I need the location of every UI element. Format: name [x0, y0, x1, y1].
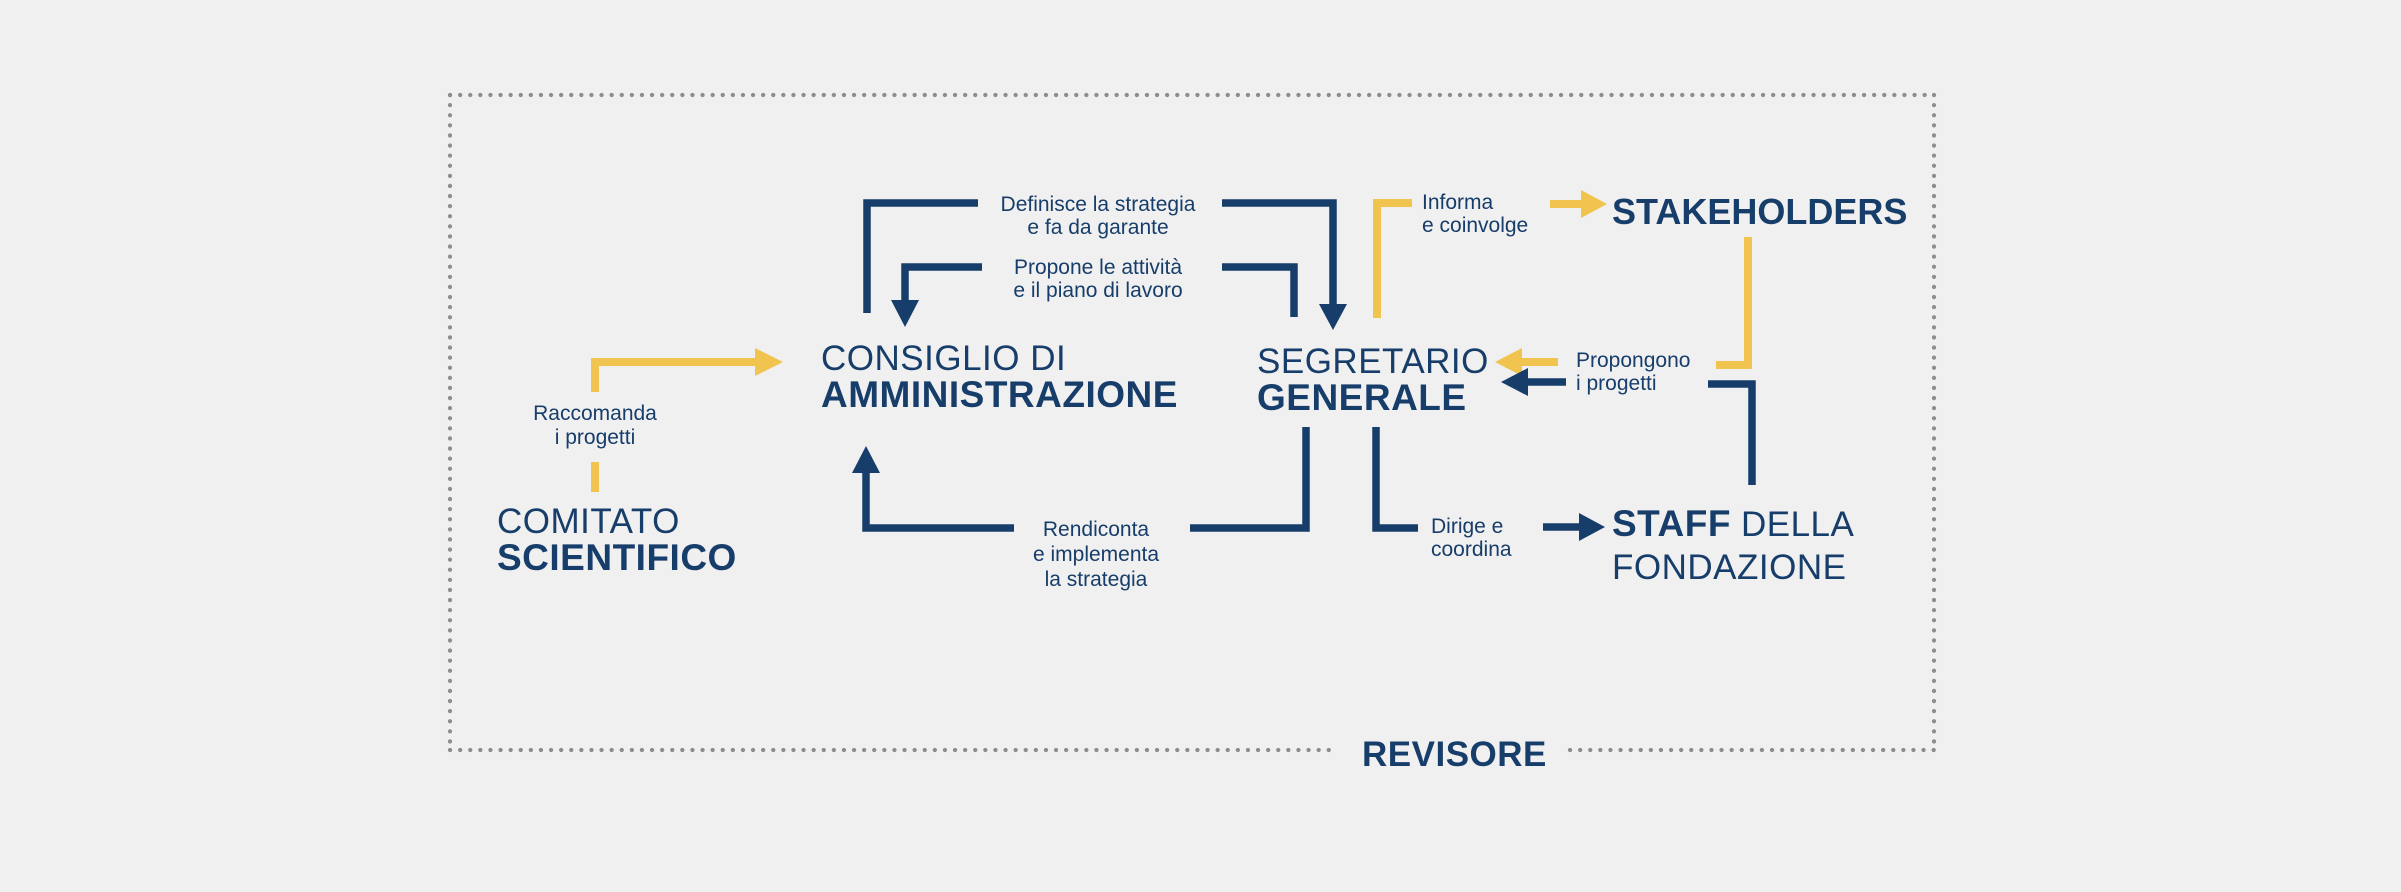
label-raccomanda: Raccomanda i progetti — [495, 402, 695, 450]
arrow-raccomanda-elbow — [591, 358, 755, 392]
label-dirige-line1: Dirige e — [1431, 515, 1504, 538]
node-comitato-line1: COMITATO — [497, 502, 680, 541]
label-dirige-line2: coordina — [1431, 538, 1512, 561]
arrow-rendiconta-right — [1190, 427, 1310, 532]
label-raccomanda-line2: i progetti — [554, 426, 636, 449]
arrow-dirige-head-icon — [1579, 513, 1605, 541]
arrow-propongono-elbow — [1716, 237, 1752, 369]
arrow-definisce-left — [863, 199, 978, 313]
node-staff-line1-light: DELLA — [1740, 505, 1855, 544]
arrow-informa-head-icon — [1581, 190, 1607, 218]
arrow-rendiconta-left — [862, 472, 1014, 532]
label-informa-line1: Informa — [1422, 191, 1494, 214]
arrow-definisce — [863, 199, 1347, 330]
arrow-dirige — [1372, 427, 1605, 541]
label-definisce: Definisce la strategia e fa da garante — [948, 193, 1248, 239]
node-staff-line1: STAFF DELLA — [1612, 503, 1855, 550]
node-stakeholders: STAKEHOLDERS — [1612, 191, 1908, 232]
node-comitato-line2: SCIENTIFICO — [497, 537, 737, 578]
label-definisce-line1: Definisce la strategia — [1000, 193, 1196, 216]
arrow-definisce-right — [1222, 199, 1337, 306]
label-rendiconta: Rendiconta e implementa la strategia — [996, 517, 1196, 592]
node-revisore: REVISORE — [1362, 735, 1547, 774]
node-consiglio-amministrazione: CONSIGLIO DI AMMINISTRAZIONE — [821, 339, 1178, 415]
node-staff-fondazione: STAFF DELLA FONDAZIONE — [1612, 503, 1855, 587]
arrow-rendiconta — [852, 427, 1310, 532]
label-rendiconta-line3: la strategia — [1044, 568, 1148, 591]
label-definisce-line2: e fa da garante — [1027, 216, 1169, 239]
label-propone-line1: Propone le attività — [1013, 256, 1183, 279]
arrow-raccomanda — [591, 348, 783, 492]
arrow-informa — [1373, 190, 1607, 318]
label-informa: Informa e coinvolge — [1422, 191, 1528, 237]
node-staff-line2: FONDAZIONE — [1612, 548, 1847, 587]
arrow-propone — [891, 263, 1298, 327]
label-rendiconta-line1: Rendiconta — [1042, 518, 1150, 541]
arrow-propone-left — [901, 263, 982, 302]
arrow-informa-elbow — [1373, 199, 1412, 318]
node-staff-line1-bold: STAFF — [1612, 503, 1731, 544]
arrow-dirige-elbow — [1372, 427, 1418, 532]
node-segretario-generale: SEGRETARIO GENERALE — [1257, 342, 1489, 418]
node-consiglio-line1: CONSIGLIO DI — [821, 339, 1067, 378]
node-comitato-scientifico: COMITATO SCIENTIFICO — [497, 502, 737, 578]
label-propongono-line2: i progetti — [1576, 372, 1657, 395]
label-propone-line2: e il piano di lavoro — [1013, 279, 1183, 302]
arrow-raccomanda-head-icon — [755, 348, 783, 376]
arrow-propongono — [1495, 237, 1752, 376]
arrow-propone-head-icon — [891, 300, 919, 327]
arrow-definisce-head-icon — [1319, 304, 1347, 330]
label-propone: Propone le attività e il piano di lavoro — [948, 256, 1248, 302]
arrow-iprogetti-head-icon — [1501, 368, 1528, 396]
arrow-rendiconta-head-icon — [852, 446, 880, 473]
label-rendiconta-line2: e implementa — [1032, 543, 1160, 566]
label-propongono: Propongono i progetti — [1576, 349, 1690, 395]
node-consiglio-line2: AMMINISTRAZIONE — [821, 374, 1178, 415]
node-segretario-line1: SEGRETARIO — [1257, 342, 1489, 381]
node-segretario-line2: GENERALE — [1257, 377, 1467, 418]
arrow-iprogetti-elbow — [1708, 380, 1756, 485]
arrow-iprogetti — [1501, 368, 1756, 485]
dotted-border — [447, 92, 1937, 753]
arrow-propone-right — [1222, 263, 1298, 317]
label-propongono-line1: Propongono — [1576, 349, 1691, 372]
label-dirige: Dirige e coordina — [1431, 515, 1512, 561]
label-raccomanda-line1: Raccomanda — [533, 402, 657, 425]
arrow-propongono-head-icon — [1495, 348, 1522, 376]
label-informa-line2: e coinvolge — [1422, 214, 1529, 237]
